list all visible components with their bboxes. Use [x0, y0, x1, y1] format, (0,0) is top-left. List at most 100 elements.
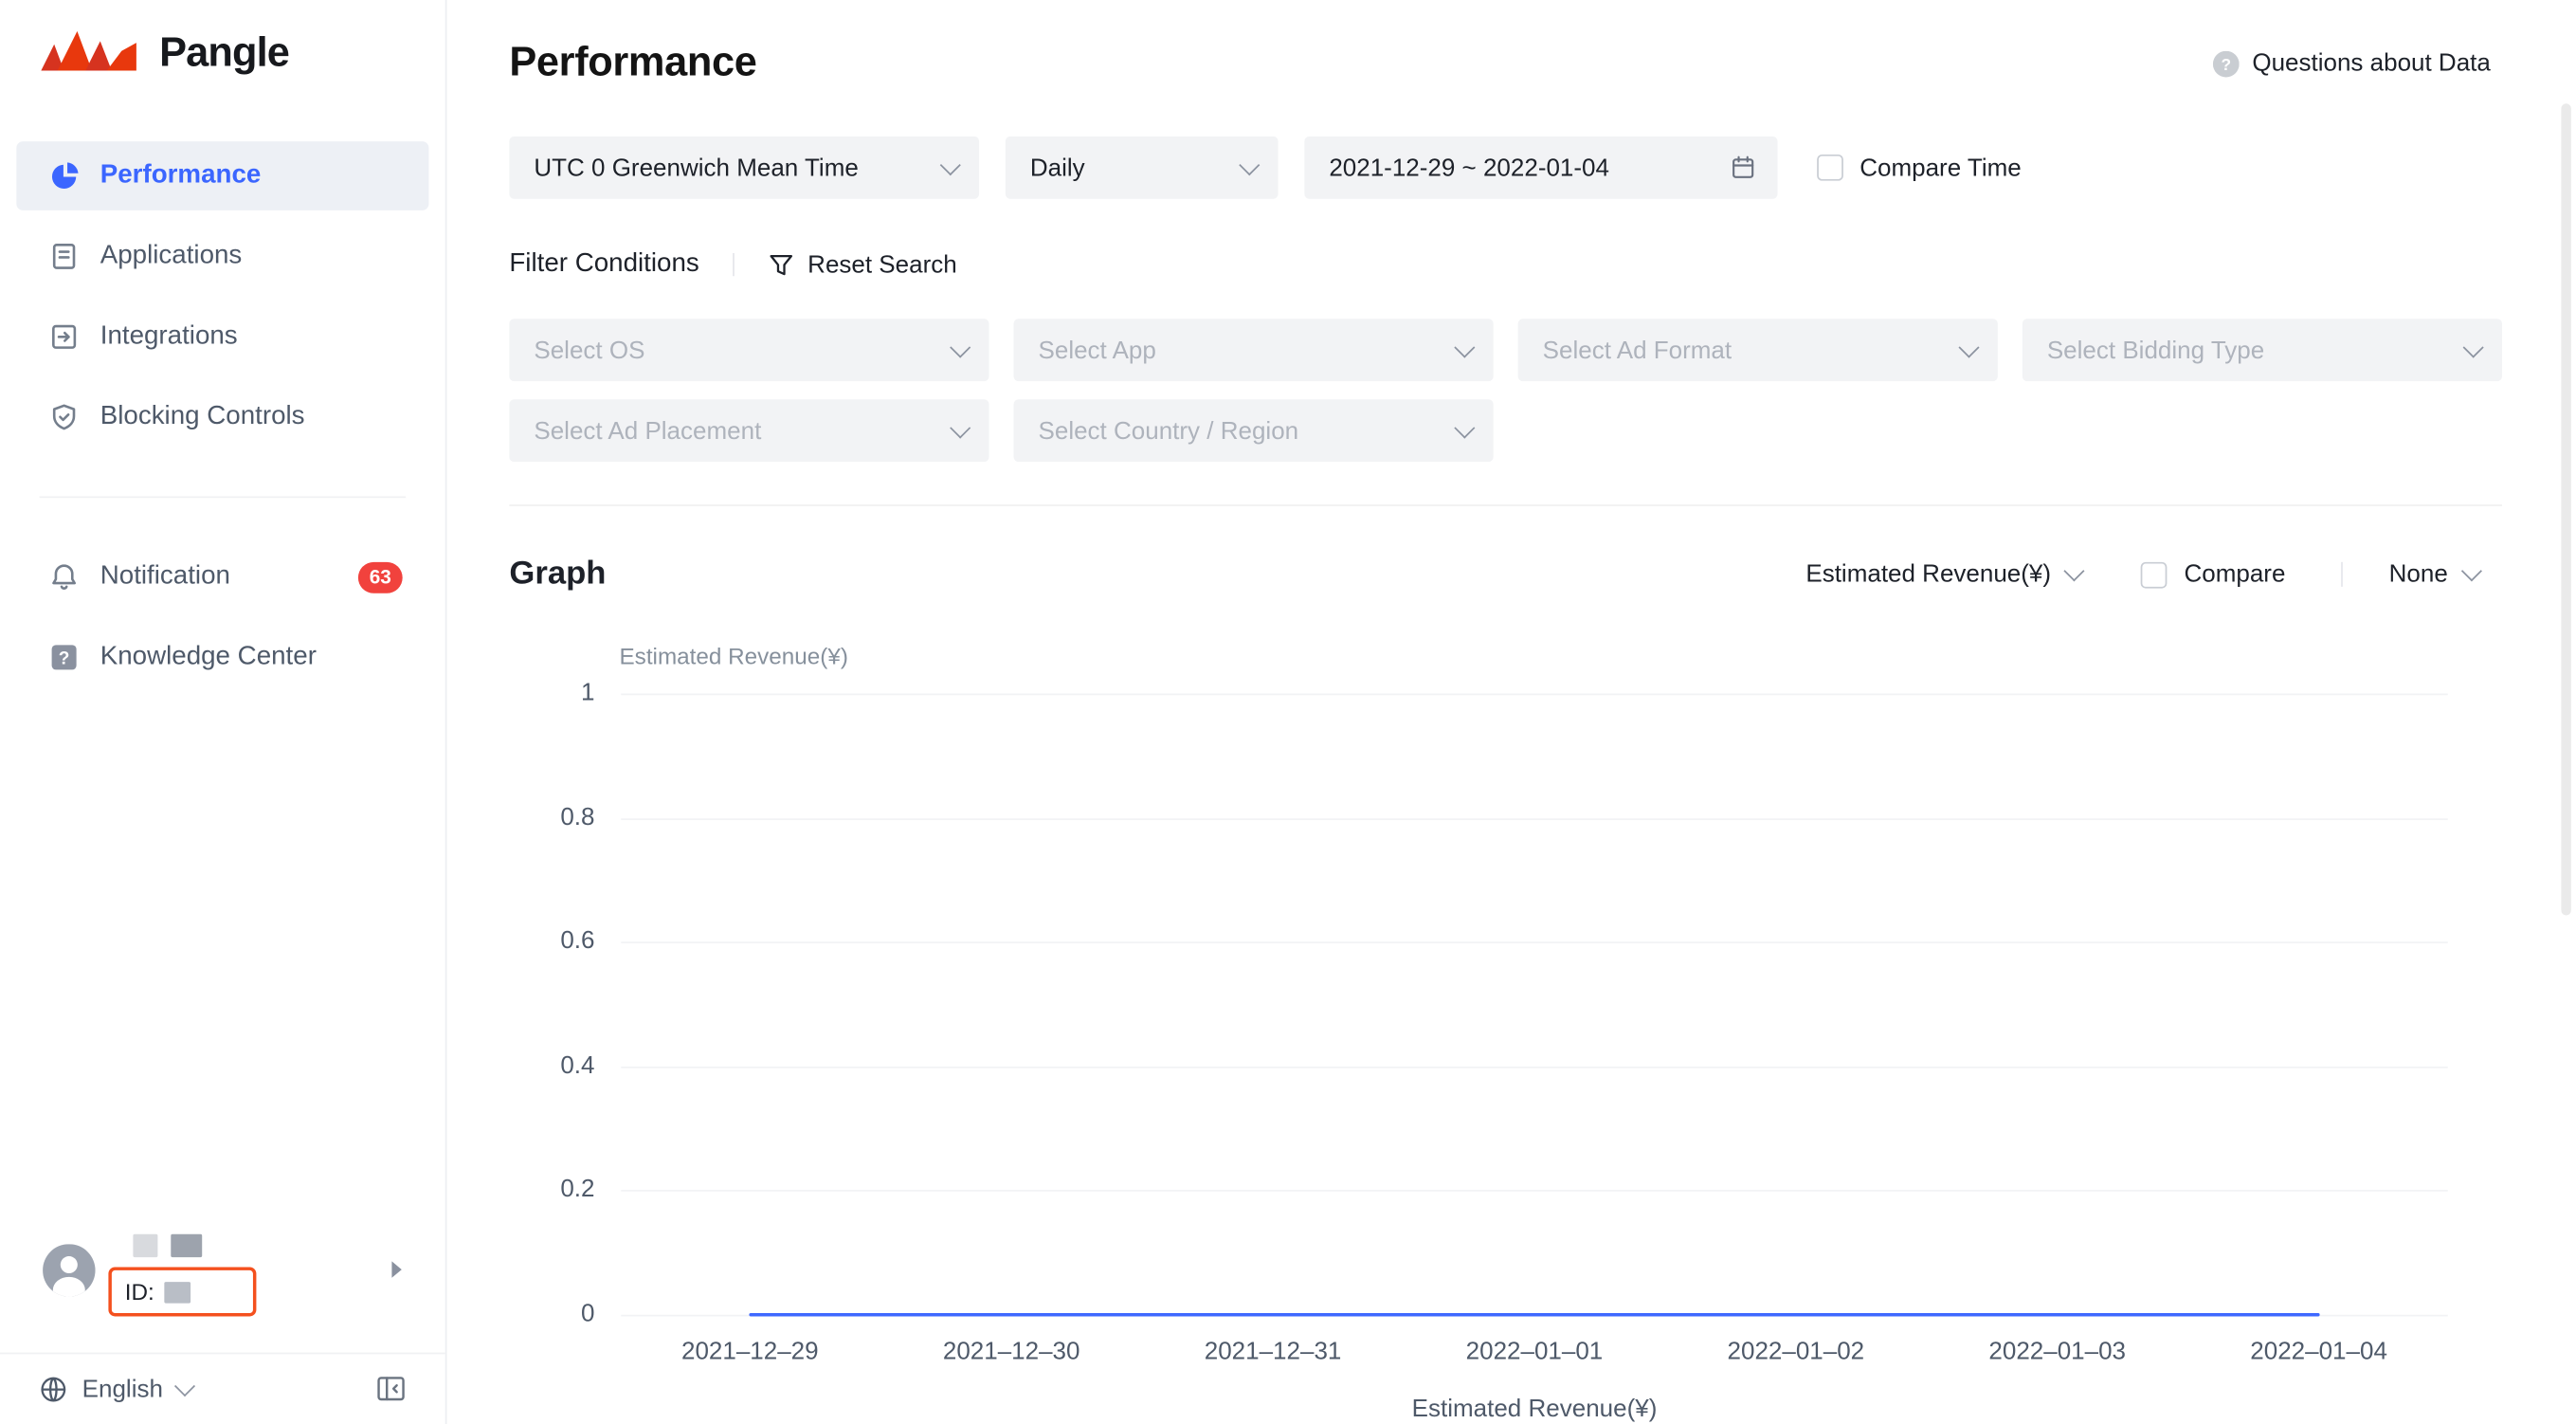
sidebar-item-label: Performance: [100, 160, 262, 190]
select-country-region-dropdown[interactable]: Select Country / Region: [1013, 399, 1494, 463]
x-tick-label: 2021–12–31: [1204, 1338, 1342, 1366]
page-title: Performance: [509, 39, 757, 86]
top-filter-row: UTC 0 Greenwich Mean Time Daily 2021-12-…: [509, 136, 2576, 199]
sidebar-item-applications[interactable]: Applications: [16, 222, 428, 291]
dimension-dropdown[interactable]: None: [2388, 560, 2482, 589]
sidebar-item-knowledge-center[interactable]: ? Knowledge Center: [16, 623, 428, 692]
compare-time-checkbox[interactable]: [1817, 154, 1843, 181]
compare-label: Compare: [2184, 560, 2286, 589]
user-id-highlight-box[interactable]: ID:: [108, 1267, 257, 1317]
redacted-id-block: [164, 1281, 190, 1303]
help-link-label: Questions about Data: [2252, 49, 2491, 78]
chart-x-axis: 2021–12–29 2021–12–30 2021–12–31 2022–01…: [650, 1338, 2418, 1365]
x-tick-label: 2022–01–01: [1465, 1338, 1604, 1366]
user-area: ID:: [0, 1224, 445, 1352]
filter-conditions-label: Filter Conditions: [509, 249, 699, 278]
y-tick-label: 0.2: [560, 1176, 595, 1204]
compare-checkbox[interactable]: [2141, 560, 2168, 588]
sidebar: Pangle Performance: [0, 0, 447, 1424]
sidebar-item-notification[interactable]: Notification 63: [16, 542, 428, 612]
x-tick-label: 2021–12–29: [680, 1338, 819, 1366]
graph-controls: Estimated Revenue(¥) Compare None: [1805, 560, 2502, 589]
chevron-down-icon: [950, 416, 971, 438]
main-content: Performance ? Questions about Data UTC 0…: [446, 0, 2576, 1424]
chevron-down-icon: [1454, 416, 1476, 438]
y-tick-label: 0: [581, 1300, 595, 1328]
collapse-sidebar-icon[interactable]: [376, 1374, 406, 1403]
section-divider: [509, 504, 2502, 506]
chevron-down-icon: [1454, 336, 1476, 357]
period-value: Daily: [1029, 154, 1085, 182]
filter-conditions-row: Filter Conditions Reset Search: [509, 245, 2576, 284]
timezone-value: UTC 0 Greenwich Mean Time: [534, 154, 859, 182]
select-app-dropdown[interactable]: Select App: [1013, 319, 1494, 382]
sidebar-item-performance[interactable]: Performance: [16, 141, 429, 210]
gridline: 1: [581, 679, 2448, 706]
y-tick-label: 0.8: [560, 802, 595, 831]
chevron-down-icon: [1958, 336, 1980, 357]
select-ad-placement-dropdown[interactable]: Select Ad Placement: [509, 399, 989, 463]
x-tick-label: 2022–01–02: [1727, 1338, 1865, 1366]
sidebar-item-label: Notification: [100, 561, 230, 591]
reset-search-button[interactable]: Reset Search: [767, 250, 957, 279]
redacted-username-block: [171, 1233, 203, 1258]
select-country-region-placeholder: Select Country / Region: [1038, 416, 1299, 445]
pie-chart-icon: [49, 161, 79, 191]
y-tick-label: 1: [581, 678, 595, 707]
box-arrow-icon: [49, 322, 79, 352]
svg-text:?: ?: [59, 648, 70, 668]
expand-arrow-icon[interactable]: [391, 1261, 403, 1279]
select-ad-format-dropdown[interactable]: Select Ad Format: [1517, 319, 1998, 382]
document-icon: [49, 242, 79, 271]
select-bidding-type-dropdown[interactable]: Select Bidding Type: [2022, 319, 2502, 382]
bell-icon: [49, 562, 79, 592]
select-os-placeholder: Select OS: [534, 336, 645, 364]
revenue-series-line: [749, 1313, 2320, 1317]
vertical-divider: [732, 252, 735, 277]
scrollbar-thumb[interactable]: [2561, 103, 2571, 916]
select-os-dropdown[interactable]: Select OS: [509, 319, 989, 382]
notification-badge: 63: [357, 560, 403, 593]
avatar[interactable]: [43, 1244, 96, 1297]
dimension-dropdown-value: None: [2388, 560, 2448, 589]
timezone-dropdown[interactable]: UTC 0 Greenwich Mean Time: [509, 136, 980, 199]
gridline: 0.8: [560, 803, 2448, 831]
sidebar-item-label: Blocking Controls: [100, 402, 305, 431]
metric-dropdown-value: Estimated Revenue(¥): [1805, 560, 2052, 589]
vertical-divider: [2341, 561, 2344, 587]
questions-about-data-link[interactable]: ? Questions about Data: [2212, 49, 2491, 78]
chevron-down-icon: [939, 154, 961, 175]
calendar-icon: [1732, 155, 1754, 178]
select-ad-format-placeholder: Select Ad Format: [1542, 336, 1732, 364]
gridline: 0.6: [560, 927, 2448, 955]
graph-header: Graph Estimated Revenue(¥) Compare None: [509, 556, 2502, 593]
y-tick-label: 0.4: [560, 1051, 595, 1080]
pangle-logo-icon: [41, 30, 136, 71]
sidebar-divider: [39, 496, 407, 499]
user-id-label: ID:: [124, 1278, 154, 1305]
date-range-picker[interactable]: 2021-12-29 ~ 2022-01-04: [1304, 136, 1778, 199]
y-tick-label: 0.6: [560, 926, 595, 956]
compare-time-label: Compare Time: [1859, 154, 2022, 182]
brand-logo[interactable]: Pangle: [40, 27, 290, 77]
sidebar-item-label: Integrations: [100, 321, 238, 351]
x-tick-label: 2022–01–03: [1988, 1338, 2127, 1366]
compare-time-control: Compare Time: [1817, 154, 2022, 182]
shield-icon: [49, 403, 79, 432]
select-app-placeholder: Select App: [1038, 336, 1156, 364]
revenue-line-chart: Estimated Revenue(¥) 1 0.8 0.6 0.4 0.2: [509, 634, 2563, 1423]
period-dropdown[interactable]: Daily: [1005, 136, 1279, 199]
sidebar-item-blocking-controls[interactable]: Blocking Controls: [16, 383, 428, 452]
brand-name: Pangle: [159, 28, 290, 75]
chevron-down-icon: [2064, 560, 2086, 582]
question-square-icon: ?: [49, 643, 79, 672]
globe-icon: [41, 1376, 66, 1401]
filter-selects: Select OS Select App Select Ad Format Se…: [509, 319, 2576, 463]
sidebar-item-integrations[interactable]: Integrations: [16, 302, 428, 372]
language-label[interactable]: English: [82, 1375, 163, 1403]
date-range-value: 2021-12-29 ~ 2022-01-04: [1329, 154, 1609, 182]
select-bidding-type-placeholder: Select Bidding Type: [2046, 336, 2265, 364]
compare-control: Compare: [2141, 560, 2286, 589]
metric-dropdown[interactable]: Estimated Revenue(¥): [1805, 560, 2086, 589]
